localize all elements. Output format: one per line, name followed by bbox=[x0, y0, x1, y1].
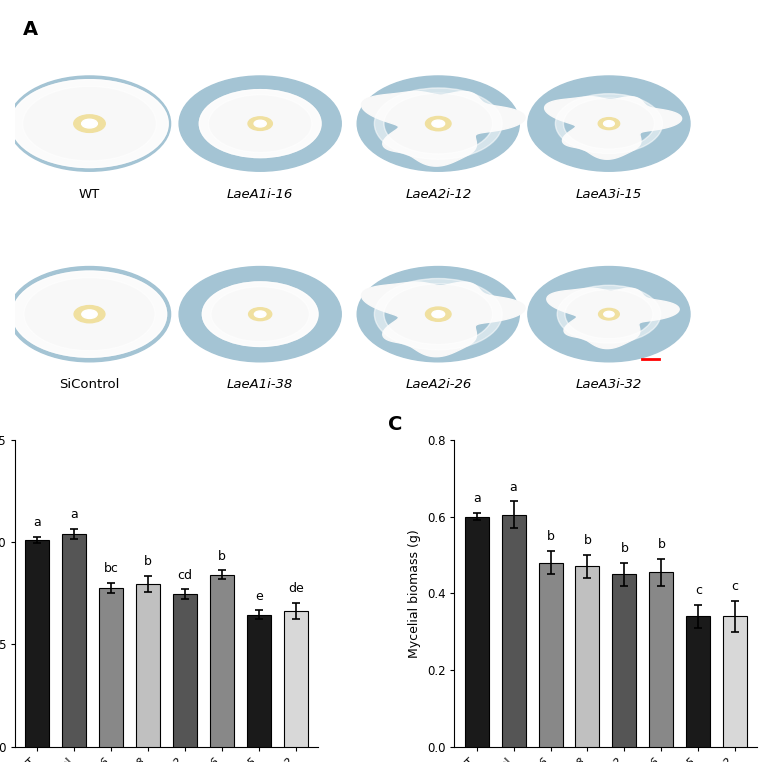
Text: b: b bbox=[218, 549, 226, 563]
Circle shape bbox=[604, 312, 614, 317]
Ellipse shape bbox=[179, 76, 341, 171]
Circle shape bbox=[604, 120, 614, 126]
Ellipse shape bbox=[8, 267, 171, 362]
Bar bbox=[25, 540, 50, 747]
Circle shape bbox=[74, 306, 105, 323]
Ellipse shape bbox=[179, 267, 341, 362]
Circle shape bbox=[200, 90, 321, 158]
Text: b: b bbox=[584, 534, 591, 547]
Bar bbox=[173, 594, 197, 747]
Polygon shape bbox=[362, 282, 525, 357]
Circle shape bbox=[82, 119, 97, 128]
Circle shape bbox=[432, 311, 444, 318]
Circle shape bbox=[248, 117, 272, 130]
Circle shape bbox=[249, 308, 272, 321]
Y-axis label: Mycelial biomass (g): Mycelial biomass (g) bbox=[409, 529, 422, 658]
Text: b: b bbox=[657, 538, 666, 551]
Ellipse shape bbox=[357, 76, 519, 171]
Circle shape bbox=[425, 307, 451, 322]
Bar bbox=[502, 514, 526, 747]
Text: LaeA3i-32: LaeA3i-32 bbox=[576, 379, 642, 392]
Ellipse shape bbox=[528, 267, 690, 362]
Text: LaeA1i-16: LaeA1i-16 bbox=[227, 187, 293, 201]
Ellipse shape bbox=[357, 267, 519, 362]
Ellipse shape bbox=[528, 76, 690, 171]
Text: b: b bbox=[145, 555, 152, 568]
Bar bbox=[247, 615, 271, 747]
Bar bbox=[575, 566, 600, 747]
Bar bbox=[539, 562, 562, 747]
Bar bbox=[136, 584, 161, 747]
Text: LaeA2i-26: LaeA2i-26 bbox=[405, 379, 471, 392]
Text: a: a bbox=[509, 481, 517, 494]
Bar bbox=[99, 588, 123, 747]
Circle shape bbox=[425, 117, 451, 131]
Circle shape bbox=[73, 115, 106, 133]
Polygon shape bbox=[547, 288, 679, 349]
Circle shape bbox=[254, 120, 266, 127]
Text: WT: WT bbox=[79, 187, 100, 201]
Text: e: e bbox=[256, 590, 263, 603]
Bar bbox=[63, 534, 86, 747]
Text: A: A bbox=[23, 20, 37, 39]
Circle shape bbox=[255, 311, 266, 318]
Text: LaeA2i-12: LaeA2i-12 bbox=[405, 187, 471, 201]
Bar bbox=[210, 575, 234, 747]
Bar bbox=[649, 572, 673, 747]
Text: de: de bbox=[288, 582, 304, 595]
Bar bbox=[686, 616, 710, 747]
Circle shape bbox=[12, 271, 167, 357]
Circle shape bbox=[598, 309, 620, 320]
Text: a: a bbox=[70, 508, 78, 521]
Circle shape bbox=[203, 282, 318, 347]
Bar bbox=[612, 574, 636, 747]
Circle shape bbox=[82, 310, 97, 319]
Text: bc: bc bbox=[104, 562, 119, 575]
Text: c: c bbox=[731, 581, 739, 594]
Bar bbox=[464, 517, 489, 747]
Text: c: c bbox=[695, 584, 702, 597]
Text: SiControl: SiControl bbox=[60, 379, 119, 392]
Text: a: a bbox=[34, 517, 41, 530]
Polygon shape bbox=[545, 97, 682, 159]
Text: C: C bbox=[388, 415, 402, 434]
Text: LaeA3i-15: LaeA3i-15 bbox=[576, 187, 642, 201]
Text: cd: cd bbox=[177, 568, 193, 581]
Circle shape bbox=[598, 117, 620, 130]
Circle shape bbox=[432, 120, 444, 127]
Text: LaeA1i-38: LaeA1i-38 bbox=[227, 379, 293, 392]
Text: b: b bbox=[546, 530, 555, 543]
Bar bbox=[284, 610, 308, 747]
Text: a: a bbox=[473, 492, 480, 505]
Text: b: b bbox=[620, 542, 628, 555]
Polygon shape bbox=[362, 91, 525, 166]
Bar bbox=[723, 616, 747, 747]
Ellipse shape bbox=[8, 76, 171, 171]
Circle shape bbox=[11, 80, 168, 168]
